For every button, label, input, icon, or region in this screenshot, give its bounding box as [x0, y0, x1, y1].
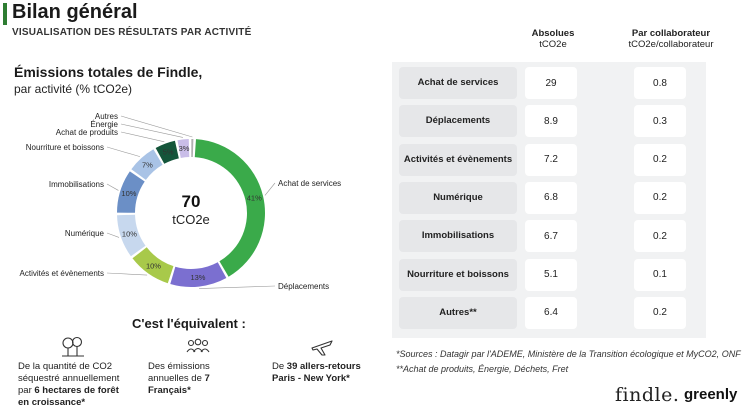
row-per-collaborator-value: 0.2 [634, 143, 686, 176]
donut-slice [194, 139, 265, 277]
slice-percent-label: 10% [121, 189, 136, 198]
donut-slice [117, 171, 145, 213]
others-note: **Achat de produits, Énergie, Déchets, F… [396, 364, 569, 374]
slice-percent-label: 10% [122, 229, 137, 238]
row-absolute-value: 7.2 [525, 143, 577, 176]
table-row: Achat de services 29 0.8 [399, 67, 699, 99]
donut-slice [117, 214, 146, 257]
slice-percent-label: 3% [179, 144, 190, 153]
column-header-par-collaborateur: Par collaborateur tCO2e/collaborateur [628, 28, 714, 50]
row-absolute-value: 5.1 [525, 258, 577, 291]
row-per-collaborator-value: 0.2 [634, 296, 686, 329]
greenly-logo: greenly [684, 386, 738, 403]
leader-line [199, 285, 276, 289]
total-unit: tCO2e [172, 212, 210, 227]
donut-slice [177, 139, 190, 158]
equivalent-forest: De la quantité de CO2 séquestré annuelle… [18, 336, 128, 409]
equivalent-flights: De 39 allers-retours Paris - New York* [272, 336, 372, 385]
donut-slice [191, 139, 194, 158]
slice-percent-label: 7% [142, 160, 153, 169]
findle-logo: findle. [615, 384, 680, 406]
leader-line [120, 123, 183, 138]
row-category: Activités et évènements [399, 143, 517, 176]
leader-line [106, 183, 119, 191]
donut-leader-lines [106, 115, 276, 289]
row-absolute-value: 6.7 [525, 220, 577, 253]
emissions-donut-chart: 41% Achat de services 13% Déplacements 10% Ac… [20, 112, 342, 291]
slice-percent-label: 41% [247, 194, 262, 203]
slice-percent-label: 10% [146, 262, 161, 271]
row-category: Immobilisations [399, 220, 517, 253]
chart-title: Émissions totales de Findle, [14, 64, 203, 80]
plane-icon [272, 336, 372, 358]
donut-labels: 41% Achat de services 13% Déplacements 10% Ac… [20, 112, 342, 291]
slice-category-label: Nourriture et boissons [26, 143, 104, 152]
row-absolute-value: 6.8 [525, 181, 577, 214]
row-category: Nourriture et boissons [399, 258, 517, 291]
column-header-absolues: Absolues tCO2e [531, 28, 575, 50]
slice-percent-label: 5% [163, 148, 174, 157]
donut-slice [131, 149, 163, 180]
page-subtitle: VISUALISATION DES RÉSULTATS PAR ACTIVITÉ [12, 27, 252, 38]
leader-line [106, 232, 120, 238]
slice-category-label: Autres [95, 112, 118, 121]
row-per-collaborator-value: 0.2 [634, 220, 686, 253]
row-per-collaborator-value: 0.3 [634, 105, 686, 138]
leader-line [106, 272, 148, 276]
table-row: Activités et évènements 7.2 0.2 [399, 143, 699, 176]
table-row: Déplacements 8.9 0.3 [399, 105, 699, 138]
row-absolute-value: 29 [525, 67, 577, 99]
slice-category-label: Activités et évènements [20, 269, 104, 278]
row-category: Déplacements [399, 105, 517, 138]
row-category: Achat de services [399, 67, 517, 99]
table-row: Nourriture et boissons 5.1 0.1 [399, 258, 699, 291]
table-row: Numérique 6.8 0.2 [399, 181, 699, 214]
total-value: 70 [182, 192, 201, 211]
equivalent-french-people: Des émissions annuelles de 7 Français* [148, 336, 248, 397]
people-icon [148, 336, 248, 358]
slice-category-label: Numérique [65, 229, 105, 238]
donut-slice [170, 262, 227, 287]
slice-category-label: Déplacements [278, 282, 329, 291]
row-absolute-value: 8.9 [525, 105, 577, 138]
page-title: Bilan général [12, 1, 138, 23]
table-row: Autres** 6.4 0.2 [399, 296, 699, 329]
trees-icon [18, 336, 128, 358]
donut-slices [117, 139, 265, 287]
slice-category-label: Achat de services [278, 179, 341, 188]
leader-line [120, 131, 165, 143]
row-absolute-value: 6.4 [525, 296, 577, 329]
title-accent-bar [3, 3, 7, 25]
row-category: Autres** [399, 296, 517, 329]
slice-category-label: Énergie [90, 120, 118, 129]
footnotes: *Sources : Datagir par l'ADEME, Ministèr… [396, 347, 741, 377]
sources-note: *Sources : Datagir par l'ADEME, Ministèr… [396, 349, 741, 359]
leader-line [106, 146, 141, 157]
leader-line [264, 182, 276, 196]
row-per-collaborator-value: 0.2 [634, 181, 686, 214]
leader-line [120, 115, 193, 138]
row-per-collaborator-value: 0.8 [634, 67, 686, 99]
chart-subtitle: par activité (% tCO2e) [14, 82, 133, 96]
equivalent-title: C'est l'équivalent : [132, 316, 246, 331]
slice-category-label: Immobilisations [49, 180, 104, 189]
donut-slice [155, 140, 179, 164]
slice-category-label: Achat de produits [56, 128, 118, 137]
row-per-collaborator-value: 0.1 [634, 258, 686, 291]
table-row: Immobilisations 6.7 0.2 [399, 220, 699, 253]
donut-slice [132, 247, 174, 284]
row-category: Numérique [399, 181, 517, 214]
slice-percent-label: 13% [190, 273, 205, 282]
